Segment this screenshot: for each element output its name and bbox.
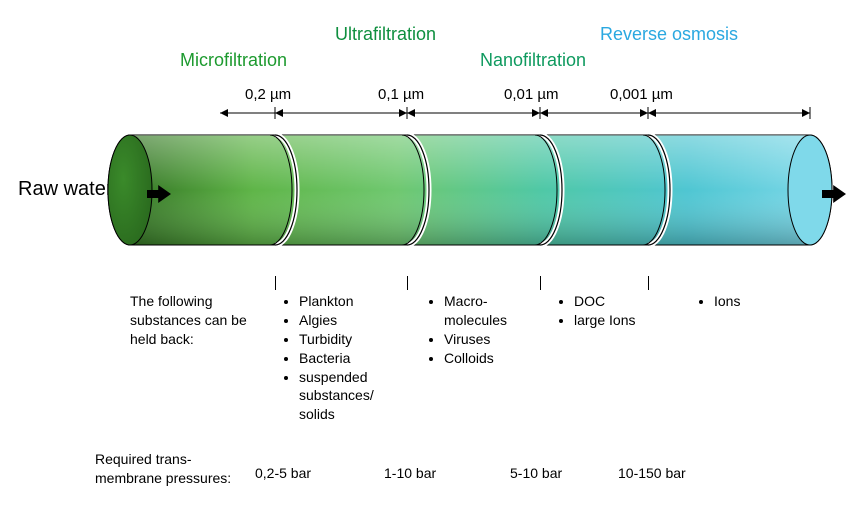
substances-item: large Ions: [574, 311, 680, 330]
pressure-val-2: 5-10 bar: [510, 465, 562, 481]
substances-col-1: Macro-moleculesVirusesColloids: [430, 292, 550, 368]
tick-2: [540, 276, 541, 290]
substances-col-3: Ions: [700, 292, 820, 311]
substances-item: DOC: [574, 292, 680, 311]
substances-item: Plankton: [299, 292, 405, 311]
substances-item: Ions: [714, 292, 820, 311]
substances-item: Algies: [299, 311, 405, 330]
pressure-val-3: 10-150 bar: [618, 465, 686, 481]
flow-arrow-in-icon: [145, 183, 175, 205]
substances-item: Viruses: [444, 330, 550, 349]
substances-item: Macro-molecules: [444, 292, 550, 330]
pressure-val-1: 1-10 bar: [384, 465, 436, 481]
pressure-label: Required trans-membrane pressures:: [95, 450, 255, 488]
substances-col-2: DOClarge Ions: [560, 292, 680, 330]
tick-1: [407, 276, 408, 290]
substances-col-0: PlanktonAlgiesTurbidityBacteriasuspended…: [285, 292, 405, 424]
flow-arrow-out-icon: [820, 183, 850, 205]
substances-intro: The following substances can be held bac…: [130, 292, 260, 349]
pressure-val-0: 0,2-5 bar: [255, 465, 311, 481]
substances-item: Bacteria: [299, 349, 405, 368]
tick-3: [648, 276, 649, 290]
filtration-cylinder: [0, 0, 860, 265]
substances-item: Turbidity: [299, 330, 405, 349]
substances-item: suspended substances/solids: [299, 368, 405, 425]
substances-item: Colloids: [444, 349, 550, 368]
tick-0: [275, 276, 276, 290]
